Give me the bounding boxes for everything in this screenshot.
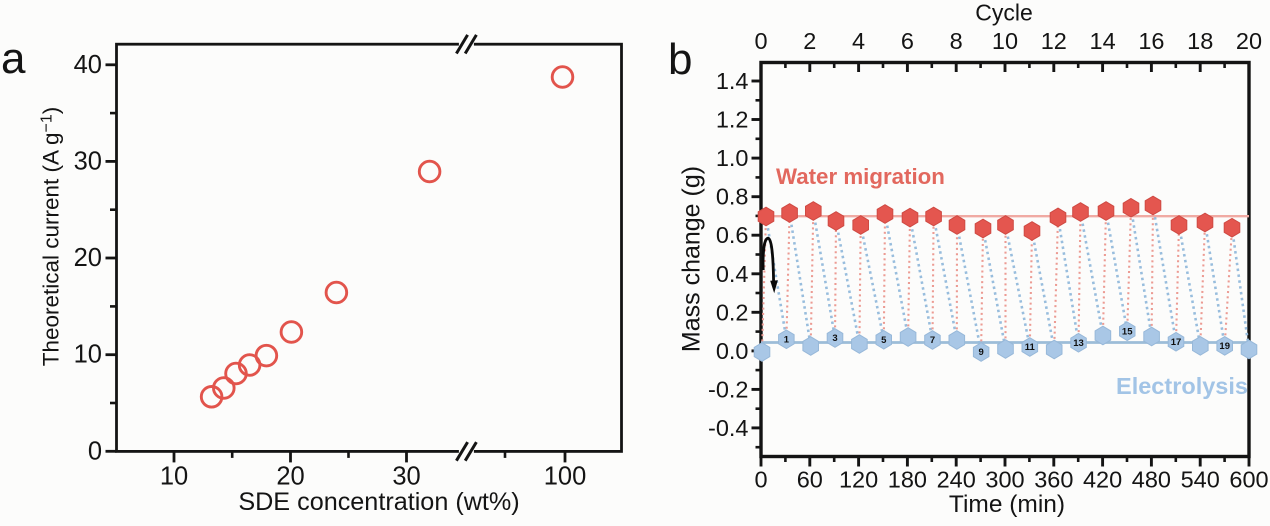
svg-text:600: 600 xyxy=(1229,467,1268,493)
svg-text:Mass change (g): Mass change (g) xyxy=(678,166,706,352)
svg-text:0.6: 0.6 xyxy=(716,222,749,248)
svg-text:b: b xyxy=(668,35,692,84)
svg-text:9: 9 xyxy=(978,347,983,358)
svg-text:0: 0 xyxy=(754,28,767,54)
svg-text:13: 13 xyxy=(1073,338,1084,349)
svg-text:-0.2: -0.2 xyxy=(708,376,749,402)
svg-text:360: 360 xyxy=(1034,467,1073,493)
svg-text:15: 15 xyxy=(1122,327,1133,338)
svg-text:Theoretical current (A g−1): Theoretical current (A g−1) xyxy=(39,107,64,367)
svg-text:30: 30 xyxy=(392,463,420,491)
svg-text:120: 120 xyxy=(839,467,878,493)
svg-text:0.2: 0.2 xyxy=(716,299,749,325)
svg-text:a: a xyxy=(1,34,26,83)
svg-text:3: 3 xyxy=(832,333,837,344)
svg-text:10: 10 xyxy=(160,463,188,491)
svg-text:0: 0 xyxy=(754,467,767,493)
svg-text:20: 20 xyxy=(276,463,304,491)
svg-text:60: 60 xyxy=(797,467,823,493)
svg-text:10: 10 xyxy=(74,341,102,369)
svg-text:2: 2 xyxy=(803,28,816,54)
svg-text:Water migration: Water migration xyxy=(776,164,945,189)
svg-text:100: 100 xyxy=(544,463,587,491)
svg-text:0.8: 0.8 xyxy=(716,184,749,210)
svg-text:10: 10 xyxy=(992,28,1018,54)
svg-text:-0.4: -0.4 xyxy=(708,415,749,441)
svg-text:Electrolysis: Electrolysis xyxy=(1116,373,1248,399)
svg-text:420: 420 xyxy=(1083,467,1122,493)
svg-text:20: 20 xyxy=(1236,28,1262,54)
svg-text:SDE concentration (wt%): SDE concentration (wt%) xyxy=(238,488,519,516)
svg-text:18: 18 xyxy=(1187,28,1213,54)
svg-text:30: 30 xyxy=(74,147,102,175)
svg-text:180: 180 xyxy=(888,467,927,493)
svg-text:8: 8 xyxy=(950,28,963,54)
svg-text:12: 12 xyxy=(1041,28,1067,54)
svg-text:0: 0 xyxy=(88,437,102,465)
svg-text:300: 300 xyxy=(985,467,1024,493)
svg-text:240: 240 xyxy=(937,467,976,493)
svg-text:6: 6 xyxy=(901,28,914,54)
svg-text:1.2: 1.2 xyxy=(716,107,749,133)
svg-text:4: 4 xyxy=(852,28,865,54)
svg-text:0.0: 0.0 xyxy=(716,338,749,364)
svg-text:1: 1 xyxy=(784,335,790,346)
svg-text:20: 20 xyxy=(74,244,102,272)
svg-text:19: 19 xyxy=(1219,341,1230,352)
svg-text:11: 11 xyxy=(1025,342,1036,353)
svg-text:5: 5 xyxy=(881,335,887,346)
svg-text:16: 16 xyxy=(1138,28,1164,54)
svg-text:Time (min): Time (min) xyxy=(949,491,1065,518)
svg-text:480: 480 xyxy=(1132,467,1171,493)
svg-text:17: 17 xyxy=(1171,337,1182,348)
svg-text:40: 40 xyxy=(74,51,102,79)
svg-text:540: 540 xyxy=(1181,467,1220,493)
svg-text:0.4: 0.4 xyxy=(716,261,749,287)
svg-text:7: 7 xyxy=(930,335,935,346)
svg-text:14: 14 xyxy=(1090,28,1116,54)
svg-text:Cycle: Cycle xyxy=(975,0,1033,26)
svg-text:1.4: 1.4 xyxy=(716,68,749,94)
svg-text:1.0: 1.0 xyxy=(716,145,749,171)
